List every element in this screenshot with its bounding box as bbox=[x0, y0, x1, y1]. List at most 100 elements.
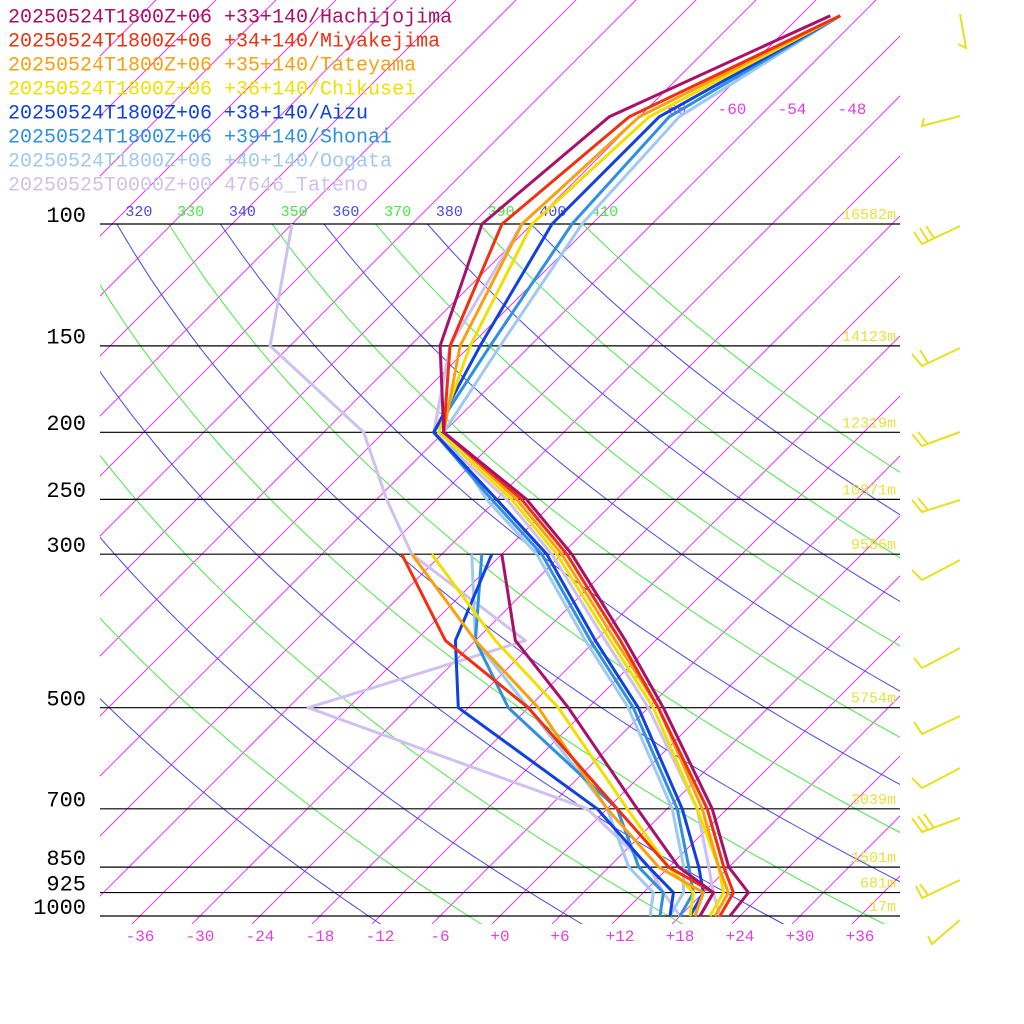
y-tick-label: 100 bbox=[46, 204, 86, 229]
isotherm bbox=[100, 0, 277, 177]
isotherm bbox=[731, 755, 900, 924]
x-tick-label: +0 bbox=[490, 928, 509, 946]
isotherm bbox=[671, 695, 900, 924]
wind-barbs bbox=[911, 13, 968, 946]
y-tick-label: 150 bbox=[46, 326, 86, 351]
isotherm bbox=[100, 0, 817, 717]
dry-adiabat bbox=[271, 224, 900, 738]
wind-barb bbox=[957, 13, 968, 50]
y-tick-label: 1000 bbox=[33, 896, 86, 921]
height-label: 14123m bbox=[842, 329, 896, 346]
isotherm bbox=[100, 0, 577, 477]
dry-adiabat bbox=[100, 617, 483, 924]
theta-label: 320 bbox=[125, 204, 152, 221]
dry-adiabats bbox=[100, 224, 900, 924]
isotherm bbox=[191, 215, 900, 924]
temperature-line bbox=[432, 223, 722, 917]
dewpoint-line bbox=[268, 223, 682, 917]
height-label: 3039m bbox=[851, 792, 896, 809]
y-tick-label: 850 bbox=[46, 847, 86, 872]
isotherm bbox=[100, 0, 457, 357]
isotherm bbox=[100, 0, 637, 537]
theta-label: 390 bbox=[488, 204, 515, 221]
dry-adiabat bbox=[116, 224, 900, 883]
wind-barb bbox=[927, 919, 961, 946]
isotherm bbox=[100, 0, 337, 237]
x-tick-label: -6 bbox=[430, 928, 449, 946]
dry-adiabat bbox=[375, 224, 900, 647]
legend-entry: 20250524T1800Z+06 +36+140/Chikusei bbox=[8, 78, 416, 101]
dewpoint-line bbox=[453, 553, 675, 917]
legend-entry: 20250525T0000Z+00 47646_Tateno bbox=[8, 174, 368, 197]
legend-entry: 20250524T1800Z+06 +34+140/Miyakejima bbox=[8, 30, 440, 53]
dry-adiabat bbox=[323, 224, 900, 692]
isotherm bbox=[251, 275, 900, 924]
y-tick-label: 250 bbox=[46, 479, 86, 504]
isotherm-label: -48 bbox=[838, 101, 867, 119]
theta-label: 370 bbox=[384, 204, 411, 221]
wind-barb bbox=[913, 225, 961, 246]
height-label: 9586m bbox=[851, 537, 896, 554]
isotherm bbox=[100, 0, 397, 297]
axis-labels: -36 -30 -24 -18 -12 -6 +0 +6 +12 +18 +24 +30 +36-66-… bbox=[33, 101, 896, 946]
x-tick-label: +30 bbox=[786, 928, 815, 946]
dry-adiabat bbox=[100, 454, 684, 924]
wind-barb bbox=[911, 813, 961, 834]
x-tick-label: +18 bbox=[666, 928, 695, 946]
temperature-line bbox=[432, 14, 842, 917]
y-tick-label: 925 bbox=[46, 872, 86, 897]
theta-label: 330 bbox=[177, 204, 204, 221]
isotherm-label: -54 bbox=[778, 101, 807, 119]
wind-barb bbox=[911, 767, 961, 790]
wind-barb bbox=[911, 347, 961, 368]
isotherm bbox=[551, 575, 900, 924]
height-label: 1501m bbox=[851, 850, 896, 867]
height-label: 10871m bbox=[842, 482, 896, 499]
isotherm bbox=[491, 515, 900, 924]
x-tick-label: -30 bbox=[186, 928, 215, 946]
legend-entry: 20250524T1800Z+06 +33+140/Hachijojima bbox=[8, 6, 452, 29]
temperature-line bbox=[432, 14, 842, 917]
height-label: 681m bbox=[860, 876, 896, 893]
isotherm bbox=[611, 635, 900, 924]
dewpoint-line bbox=[430, 553, 695, 917]
dry-adiabat bbox=[427, 224, 900, 603]
height-label: 5754m bbox=[851, 691, 896, 708]
isotherm bbox=[100, 95, 900, 897]
theta-label: 380 bbox=[436, 204, 463, 221]
temperature-line bbox=[442, 14, 841, 917]
y-tick-label: 700 bbox=[46, 789, 86, 814]
isotherm bbox=[131, 155, 900, 924]
height-label: 17m bbox=[869, 899, 896, 916]
isotherm bbox=[100, 0, 517, 417]
legend-entry: 20250524T1800Z+06 +39+140/Shonai bbox=[8, 126, 392, 149]
dry-adiabat bbox=[168, 224, 900, 834]
x-tick-label: -18 bbox=[306, 928, 335, 946]
dry-adiabat bbox=[530, 224, 900, 516]
wind-barb bbox=[911, 431, 961, 448]
x-tick-label: +24 bbox=[726, 928, 755, 946]
isotherm bbox=[791, 815, 900, 924]
height-label: 12319m bbox=[842, 415, 896, 432]
dewpoint-line bbox=[470, 554, 655, 917]
x-tick-label: +12 bbox=[606, 928, 635, 946]
theta-label: 350 bbox=[281, 204, 308, 221]
profiles bbox=[268, 14, 842, 917]
dry-adiabat bbox=[100, 283, 886, 924]
dry-adiabat bbox=[100, 536, 583, 924]
legend-entry: 20250524T1800Z+06 +38+140/Aizu bbox=[8, 102, 368, 125]
isotherm bbox=[100, 0, 757, 657]
wind-barb bbox=[920, 115, 961, 128]
theta-label: 340 bbox=[229, 204, 256, 221]
wind-barb bbox=[913, 647, 961, 670]
x-tick-label: -24 bbox=[246, 928, 275, 946]
wind-barb bbox=[911, 497, 961, 514]
dry-adiabat bbox=[478, 224, 900, 559]
x-tick-label: +6 bbox=[550, 928, 569, 946]
theta-label: 360 bbox=[332, 204, 359, 221]
y-tick-label: 200 bbox=[46, 412, 86, 437]
isotherm bbox=[100, 0, 877, 777]
temperature-line bbox=[438, 14, 831, 917]
dewpoint-line bbox=[473, 554, 665, 917]
isotherm bbox=[311, 335, 900, 924]
